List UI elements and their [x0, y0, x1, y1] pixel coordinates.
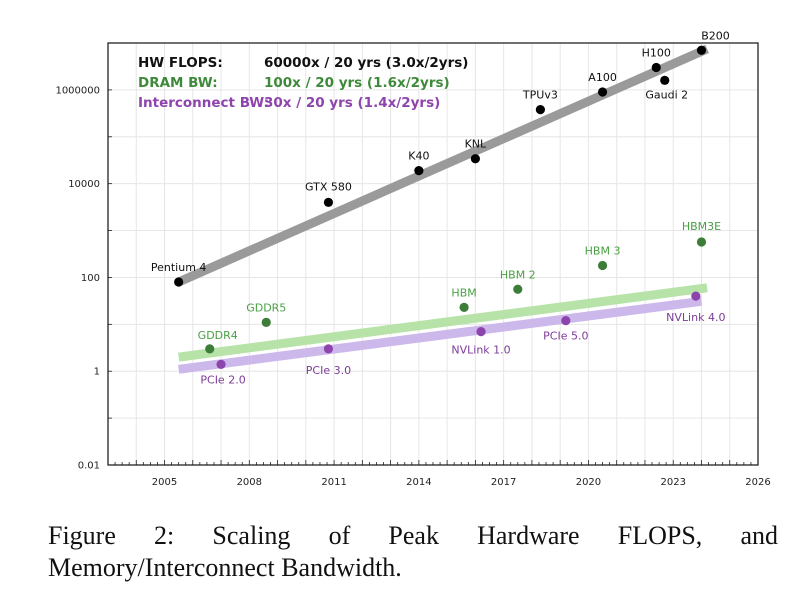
flops-point	[414, 165, 424, 176]
flops-point	[470, 154, 480, 164]
x-tick-label: 2020	[576, 477, 601, 488]
legend-name: Interconnect BW:	[138, 95, 269, 111]
dram-point-label: HBM	[451, 286, 476, 299]
x-tick-label: 2017	[491, 477, 516, 488]
legend: HW FLOPS: 60000x / 20 yrs (3.0x/2yrs) DRAM…	[138, 55, 468, 111]
interconnect-point	[216, 359, 226, 369]
legend-summary: 100x / 20 yrs (1.6x/2yrs)	[264, 75, 450, 91]
point-labels: Pentium 4 GTX 580 K40 KNL TPUv3 A100 H100 Gaudi…	[151, 29, 730, 386]
interconnect-point-label: PCIe 2.0	[200, 373, 245, 386]
flops-point-label: K40	[408, 150, 429, 163]
y-tick-label: 1000000	[55, 85, 100, 96]
dram-point	[205, 344, 215, 354]
flops-point-label: B200	[701, 29, 730, 42]
interconnect-trend-line	[178, 296, 703, 374]
y-tick-label: 100	[81, 273, 100, 284]
flops-trend-line	[176, 44, 709, 287]
x-tick-label: 2005	[152, 477, 177, 488]
flops-point-label: Gaudi 2	[645, 88, 688, 101]
x-tick-label: 2008	[237, 477, 262, 488]
interconnect-point-label: PCIe 5.0	[543, 330, 588, 343]
dram-point	[696, 237, 707, 247]
data-points	[174, 45, 707, 369]
flops-point-label: Pentium 4	[151, 261, 207, 274]
legend-name: HW FLOPS:	[138, 55, 223, 71]
y-tick-label: 1	[94, 367, 100, 378]
interconnect-point	[323, 344, 334, 354]
dram-point-label: GDDR5	[246, 301, 286, 314]
interconnect-point	[691, 291, 701, 301]
dram-point	[261, 317, 271, 327]
x-tick-label: 2026	[745, 477, 770, 488]
legend-summary: 60000x / 20 yrs (3.0x/2yrs)	[264, 55, 468, 71]
figure-caption: Figure 2: Scaling of Peak Hardware FLOPS…	[48, 521, 778, 582]
dram-point-label: HBM3E	[682, 220, 721, 233]
y-tick-label: 10000	[68, 179, 100, 190]
interconnect-point-label: NVLink 4.0	[666, 311, 725, 324]
legend-name: DRAM BW:	[138, 75, 218, 91]
interconnect-point-label: NVLink 1.0	[451, 344, 510, 357]
plot-frame	[107, 42, 759, 466]
flops-point	[174, 277, 184, 287]
x-tick-label: 2014	[406, 477, 431, 488]
x-tick-label: 2011	[321, 477, 346, 488]
dram-point	[597, 260, 608, 271]
flops-point-label: GTX 580	[305, 180, 352, 193]
dram-point	[459, 302, 469, 312]
flops-point	[696, 45, 707, 55]
flops-point-label: A100	[588, 71, 617, 84]
flops-point-label: TPUv3	[522, 89, 558, 102]
y-tick-label: 0.01	[78, 461, 100, 472]
dram-point	[513, 284, 523, 294]
dram-trend-line	[178, 283, 708, 362]
scaling-chart: 2005 2008 2011 2014 2017 2020 2023 2026 0.01 1 100…	[55, 29, 770, 488]
dram-point-label: HBM 2	[500, 268, 536, 281]
interconnect-point	[476, 326, 486, 337]
flops-point-label: KNL	[465, 138, 487, 151]
legend-summary: 30x / 20 yrs (1.4x/2yrs)	[264, 95, 440, 111]
flops-point-label: H100	[642, 47, 671, 60]
interconnect-point-label: PCIe 3.0	[306, 364, 351, 377]
flops-point	[323, 197, 334, 207]
flops-point	[660, 75, 670, 85]
flops-point	[535, 104, 545, 115]
dram-point-label: GDDR4	[198, 329, 238, 342]
flops-point	[651, 62, 661, 73]
trend-lines	[176, 44, 709, 374]
interconnect-point	[561, 316, 571, 326]
dram-point-label: HBM 3	[585, 244, 621, 257]
x-tick-label: 2023	[660, 477, 685, 488]
flops-point	[597, 87, 608, 97]
